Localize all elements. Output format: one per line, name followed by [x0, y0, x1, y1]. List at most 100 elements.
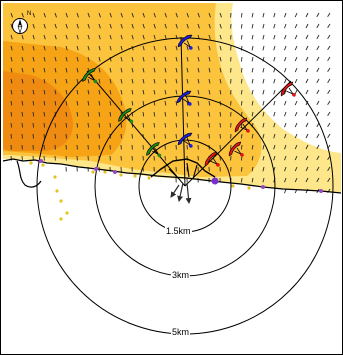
wind-vector — [305, 122, 309, 128]
wind-vector — [175, 122, 178, 128]
wind-vector — [10, 100, 13, 106]
wind-vector — [262, 78, 265, 84]
wind-vector — [316, 78, 320, 84]
wind-vector — [142, 23, 145, 29]
wind-vector — [142, 34, 145, 40]
wind-vector — [32, 78, 35, 84]
wind-vector — [43, 122, 46, 128]
wind-vector — [262, 155, 265, 161]
wind-vector — [98, 45, 101, 51]
wind-vector — [316, 155, 320, 161]
wind-vector — [273, 89, 276, 95]
wind-vector — [43, 45, 46, 51]
wind-vector — [262, 111, 265, 117]
wind-vector — [120, 100, 123, 106]
wind-vector — [208, 89, 211, 95]
range-label-5km: 5km — [171, 327, 191, 338]
sand-dot — [91, 170, 95, 174]
terrain-line — [150, 158, 216, 178]
wind-vector — [251, 155, 254, 161]
wind-vector — [197, 78, 200, 84]
wind-vector — [186, 67, 189, 73]
wind-vector — [65, 45, 68, 51]
wind-vector — [251, 34, 254, 40]
wind-vector — [142, 111, 145, 117]
green-glider-icon[interactable] — [145, 141, 168, 164]
wind-vector — [109, 23, 112, 29]
wind-vector — [98, 111, 101, 117]
wind-vector — [186, 111, 189, 117]
wind-vector — [284, 122, 287, 128]
wind-vector — [294, 67, 298, 73]
shore-marker[interactable] — [94, 167, 98, 171]
blue-glider-icon[interactable] — [176, 33, 199, 55]
wind-vector — [186, 45, 189, 51]
red-glider-icon[interactable] — [233, 116, 255, 139]
wind-vector — [316, 133, 320, 139]
wind-vector — [164, 45, 167, 51]
wind-vector — [21, 45, 24, 51]
wind-vector — [54, 45, 57, 51]
wind-vector — [109, 122, 112, 128]
wind-vector — [109, 78, 112, 84]
wind-vector — [240, 166, 243, 172]
shore-marker[interactable] — [261, 185, 265, 189]
shore-marker[interactable] — [113, 170, 117, 174]
wind-vector — [54, 34, 57, 40]
wind-vector — [327, 23, 331, 29]
wind-vector — [76, 23, 79, 29]
wind-vector — [109, 89, 112, 95]
wind-vector — [294, 144, 298, 150]
wind-vector — [305, 166, 309, 172]
wind-vector — [32, 100, 35, 106]
shore-marker[interactable] — [319, 189, 323, 193]
wind-vector — [197, 67, 200, 73]
wind-vector — [186, 23, 189, 29]
red-glider-icon[interactable] — [203, 150, 225, 173]
wind-vector — [142, 122, 145, 128]
wind-vector — [327, 100, 331, 106]
wind-vector — [186, 12, 189, 18]
wind-vector — [142, 89, 145, 95]
wind-vector — [240, 133, 243, 139]
wind-vector — [43, 12, 46, 18]
blue-glider-icon[interactable] — [175, 89, 198, 111]
red-glider-icon[interactable] — [279, 80, 301, 103]
wind-vector — [32, 56, 35, 62]
wind-vector — [98, 34, 101, 40]
wind-vector — [208, 56, 211, 62]
wind-vector — [208, 100, 211, 106]
wind-vector — [240, 23, 243, 29]
wind-vector — [87, 111, 90, 117]
shore-marker[interactable] — [39, 159, 43, 163]
wind-vector — [54, 23, 57, 29]
wind-vector — [32, 12, 35, 18]
wind-vector — [273, 133, 276, 139]
wind-vector — [109, 45, 112, 51]
wind-vector — [131, 34, 134, 40]
wind-vector — [273, 23, 276, 29]
wind-vector — [208, 34, 211, 40]
wind-vector — [219, 111, 222, 117]
wind-vector — [305, 67, 309, 73]
green-glider-icon[interactable] — [81, 67, 104, 90]
wind-vector — [262, 67, 265, 73]
wind-vector — [316, 122, 320, 128]
wind-vector — [305, 34, 309, 40]
wind-vector — [197, 12, 200, 18]
wind-vector — [219, 89, 222, 95]
blue-glider-icon[interactable] — [176, 131, 199, 153]
wind-vector — [76, 122, 79, 128]
wind-vector — [186, 56, 189, 62]
wind-vector — [54, 100, 57, 106]
green-glider-icon[interactable] — [117, 107, 140, 130]
wind-vector — [32, 67, 35, 73]
wind-vector — [251, 100, 254, 106]
wind-vector — [294, 133, 298, 139]
launch-site-marker[interactable] — [211, 177, 219, 185]
red-glider-icon[interactable] — [227, 140, 249, 163]
wind-vector — [153, 89, 156, 95]
wind-vector — [142, 100, 145, 106]
